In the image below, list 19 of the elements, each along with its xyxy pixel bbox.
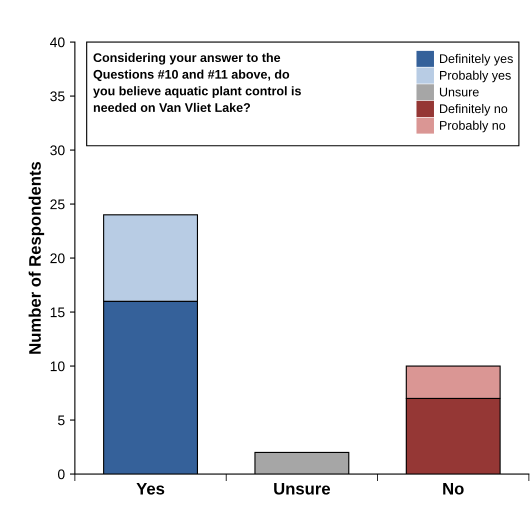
- y-tick-label: 25: [50, 199, 65, 210]
- legend-label: Unsure: [440, 88, 479, 96]
- y-tick-label: 15: [50, 308, 65, 318]
- y-tick-label: 0: [58, 469, 65, 480]
- x-tick-label: Yes: [136, 482, 164, 495]
- y-tick-label: 35: [50, 91, 65, 102]
- text: Considering your answer to the Questions #10 and #11 above, do you believe aquatic plant control is needed on Van Vliet Lake?: [93, 52, 301, 112]
- legend-label: Definitely yes: [440, 54, 513, 66]
- y-tick-label: 30: [50, 145, 65, 156]
- y-tick-label: 40: [50, 37, 65, 48]
- legend-label: Probably no: [440, 120, 506, 132]
- y-tick-label: 5: [58, 416, 65, 426]
- y-tick-label: 20: [50, 253, 65, 264]
- x-tick-label: Unsure: [274, 482, 330, 495]
- legend-label: Definitely no: [440, 104, 508, 116]
- y-axis-title: Number of Respondents: [28, 162, 44, 354]
- y-tick-label: 10: [50, 361, 65, 372]
- legend-label: Probably yes: [440, 70, 511, 82]
- x-tick-label: No: [443, 482, 464, 495]
